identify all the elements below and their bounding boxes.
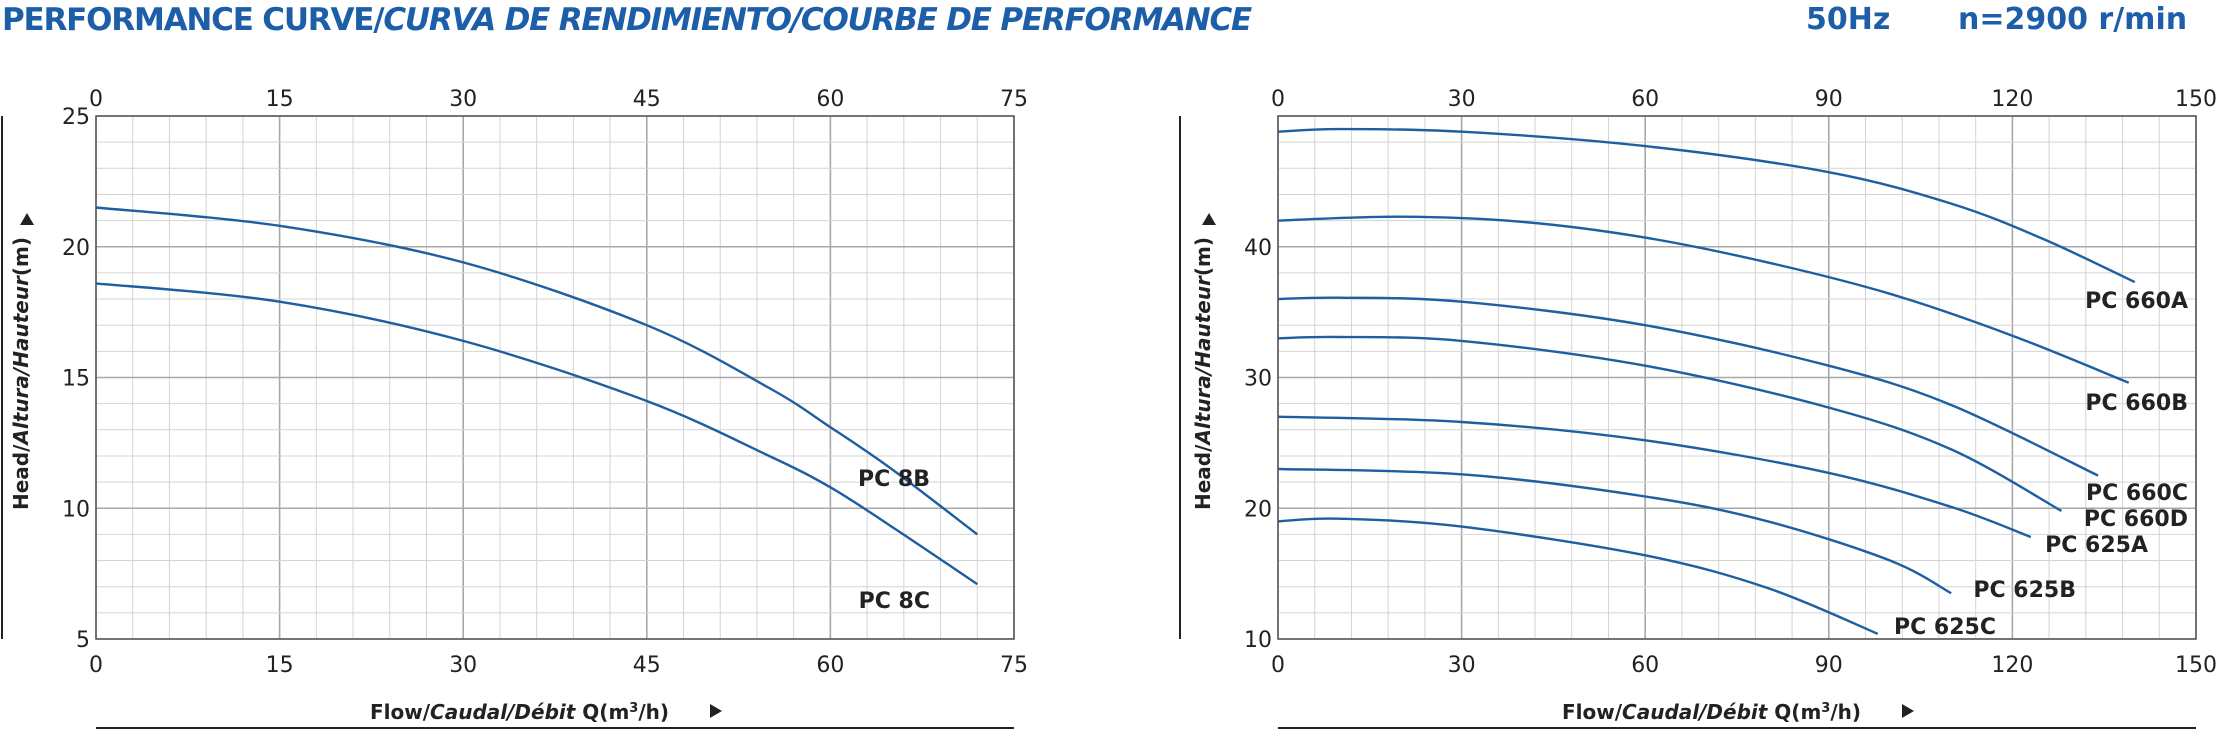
x-tick-label-bottom: 30 <box>1448 653 1476 678</box>
chart-title: PERFORMANCE CURVE/CURVA DE RENDIMIENTO/C… <box>2 2 1252 38</box>
chart-right-pc6: 0 0 30 30 60 60 90 90 120 120 150 150 10 20 30 40 PC 660… <box>1179 87 2217 729</box>
page-header: PERFORMANCE CURVE/CURVA DE RENDIMIENTO/C… <box>0 0 2218 44</box>
y-axis-arrow-icon <box>20 213 34 225</box>
x-tick-label-top: 90 <box>1815 87 1843 112</box>
plot-frame <box>1277 115 2197 640</box>
y-tick-label: 10 <box>1244 628 1272 653</box>
curve-label-pc-660b: PC 660B <box>2085 391 2188 416</box>
title-translations: CURVA DE RENDIMIENTO/COURBE DE PERFORMAN… <box>383 2 1252 38</box>
x-tick-label-top: 15 <box>266 87 294 112</box>
curve-label-pc-8c: PC 8C <box>859 589 930 614</box>
x-tick-label-bottom: 45 <box>633 653 661 678</box>
x-axis-arrow-icon <box>710 704 722 718</box>
frequency-label: 50Hz <box>1806 2 1891 37</box>
y-tick-label: 25 <box>62 105 90 130</box>
x-axis-label: Flow/Caudal/Débit Q(m3/h) <box>1562 700 1861 724</box>
y-tick-label: 20 <box>1244 497 1272 522</box>
curve-pc-660d <box>1277 335 2062 512</box>
plot-frame <box>95 115 1015 640</box>
x-tick-label-top: 45 <box>633 87 661 112</box>
x-tick-label-bottom: 60 <box>816 653 844 678</box>
x-tick-label-bottom: 0 <box>1271 653 1285 678</box>
x-tick-label-bottom: 30 <box>449 653 477 678</box>
x-axis-label: Flow/Caudal/Débit Q(m3/h) <box>370 700 669 724</box>
x-tick-label-bottom: 0 <box>89 653 103 678</box>
x-tick-label-bottom: 60 <box>1631 653 1659 678</box>
x-tick-label-top: 60 <box>1631 87 1659 112</box>
curve-pc-625b <box>1277 467 1952 595</box>
y-tick-label: 40 <box>1244 236 1272 261</box>
title-english: PERFORMANCE CURVE/ <box>2 2 385 38</box>
x-tick-label-bottom: 15 <box>266 653 294 678</box>
y-tick-label: 5 <box>76 628 90 653</box>
y-axis-arrow-icon <box>1202 213 1216 225</box>
y-tick-label: 20 <box>62 236 90 261</box>
chart-left-pc8: 0 0 15 15 30 30 45 45 60 60 75 75 5 10 15 20 25 PC 8B PC 8… <box>1 87 1028 729</box>
curve-label-pc-625c: PC 625C <box>1894 615 1996 640</box>
curve-pc-8c <box>95 282 978 586</box>
curve-label-pc-8b: PC 8B <box>858 467 930 492</box>
x-tick-label-top: 30 <box>449 87 477 112</box>
x-tick-label-bottom: 150 <box>2175 653 2217 678</box>
x-tick-label-top: 150 <box>2175 87 2217 112</box>
x-tick-label-top: 0 <box>1271 87 1285 112</box>
curve-pc-625a <box>1277 415 2032 539</box>
curve-pc-8b <box>95 206 979 536</box>
x-tick-label-top: 0 <box>89 87 103 112</box>
x-tick-label-bottom: 90 <box>1815 653 1843 678</box>
curve-label-pc-625a: PC 625A <box>2045 533 2148 558</box>
x-tick-label-bottom: 120 <box>1991 653 2033 678</box>
y-tick-label: 30 <box>1244 367 1272 392</box>
x-axis-arrow-icon <box>1902 704 1914 718</box>
curve-label-pc-660d: PC 660D <box>2084 507 2188 532</box>
curve-pc-625c <box>1277 517 1879 635</box>
x-tick-label-bottom: 75 <box>1000 653 1028 678</box>
y-axis-label: Head/Altura/Hauteur(m) <box>9 237 33 510</box>
x-tick-label-top: 75 <box>1000 87 1028 112</box>
x-tick-label-top: 30 <box>1448 87 1476 112</box>
y-tick-label: 15 <box>62 367 90 392</box>
curve-pc-660b <box>1277 215 2130 384</box>
speed-label: n=2900 r/min <box>1958 2 2188 37</box>
curve-label-pc-625b: PC 625B <box>1973 578 2076 603</box>
curve-label-pc-660c: PC 660C <box>2086 481 2188 506</box>
x-tick-label-top: 120 <box>1991 87 2033 112</box>
x-tick-label-top: 60 <box>816 87 844 112</box>
y-tick-label: 10 <box>62 497 90 522</box>
curve-label-pc-660a: PC 660A <box>2085 289 2188 314</box>
curve-pc-660a <box>1277 127 2136 284</box>
curve-pc-660c <box>1277 296 2099 477</box>
y-axis-label: Head/Altura/Hauteur(m) <box>1191 237 1215 510</box>
